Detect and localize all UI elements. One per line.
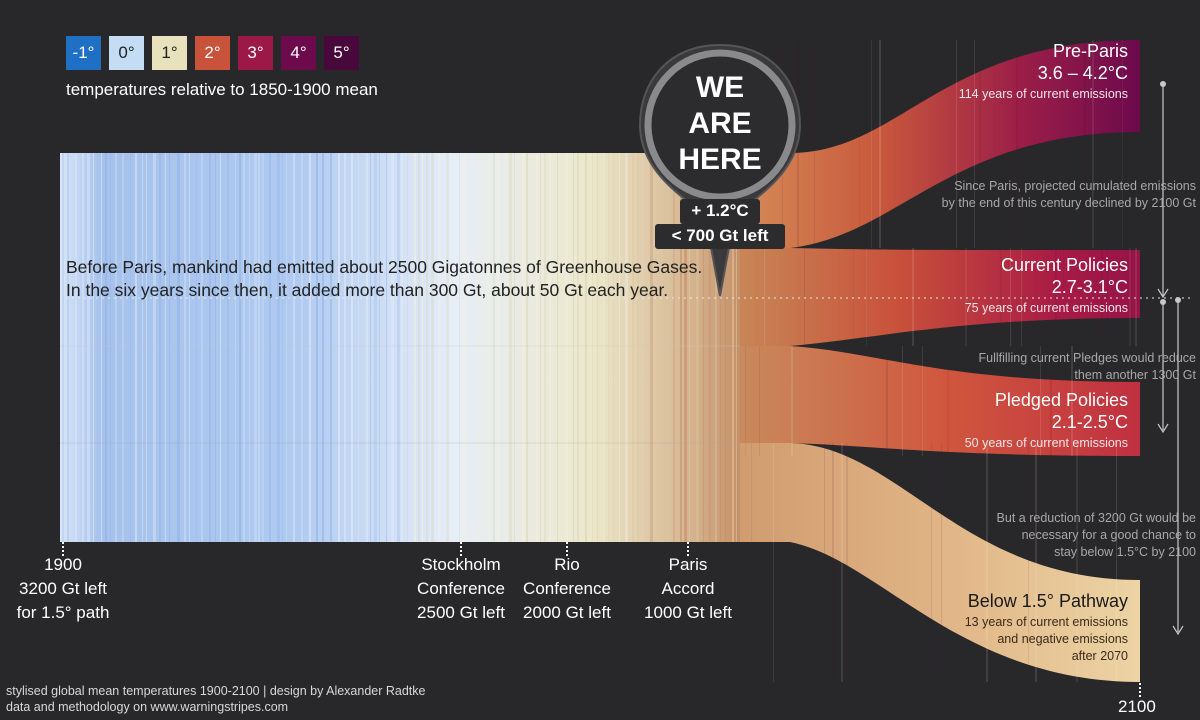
arrow-paris-dot bbox=[1160, 81, 1166, 87]
note-pledges-reduction: Fullfilling current Pledges would reduce… bbox=[978, 351, 1196, 382]
arrow-paris-head bbox=[1157, 288, 1169, 299]
scenario-pre-paris: Pre-Paris 3.6 – 4.2°C 114 years of curre… bbox=[959, 40, 1128, 103]
current-temperature: + 1.2°C bbox=[691, 201, 749, 220]
timeline-label-stockholm: Stockholm Conference 2500 Gt left bbox=[417, 555, 505, 622]
arrow-pledges-head bbox=[1157, 423, 1169, 434]
scenario-below-1-5: Below 1.5° Pathway 13 years of current e… bbox=[965, 590, 1128, 665]
scenario-name: Below 1.5° Pathway bbox=[967, 591, 1128, 611]
we-are-here-title: WE ARE HERE bbox=[640, 70, 800, 178]
intro-line: In the six years since then, it added mo… bbox=[66, 280, 669, 300]
scenario-years: after 2070 bbox=[1071, 649, 1128, 663]
scenario-years: 114 years of current emissions bbox=[958, 87, 1128, 101]
note-required-reduction: But a reduction of 3200 Gt would be neces… bbox=[996, 511, 1196, 559]
legend-swatch: 1° bbox=[152, 36, 187, 70]
branch-below-1-5 bbox=[740, 443, 1140, 682]
scenario-pledged-policies: Pledged Policies 2.1-2.5°C 50 years of c… bbox=[965, 389, 1128, 452]
note-paris-reduction: Since Paris, projected cumulated emissio… bbox=[941, 179, 1196, 210]
scenario-range: 2.7-3.1°C bbox=[1051, 277, 1128, 297]
scenario-name: Pre-Paris bbox=[1052, 41, 1128, 61]
historical-band bbox=[60, 153, 740, 542]
legend-swatch: 0° bbox=[109, 36, 144, 70]
legend-caption: temperatures relative to 1850-1900 mean bbox=[66, 80, 378, 99]
footer-credits: stylised global mean temperatures 1900-2… bbox=[6, 683, 425, 715]
intro-line: Before Paris, mankind had emitted about … bbox=[66, 257, 703, 277]
scenario-range: 3.6 – 4.2°C bbox=[1037, 63, 1128, 83]
scenario-years: 50 years of current emissions bbox=[964, 436, 1128, 450]
timeline-label-rio: Rio Conference 2000 Gt left bbox=[523, 555, 611, 622]
legend-swatch: 5° bbox=[324, 36, 359, 70]
timeline-label-2100: 2100 bbox=[1118, 697, 1156, 716]
we-are-here-pin bbox=[638, 43, 802, 297]
timeline-label-1900: 1900 3200 Gt left for 1.5° path bbox=[16, 555, 110, 622]
legend-swatch: 4° bbox=[281, 36, 316, 70]
scenario-range: 2.1-2.5°C bbox=[1051, 412, 1128, 432]
marker-line: WE bbox=[695, 71, 745, 104]
footer-line: data and methodology on www.warningstrip… bbox=[6, 700, 289, 714]
arrow-pledges-dot bbox=[1160, 299, 1166, 305]
scenario-current-policies: Current Policies 2.7-3.1°C 75 years of c… bbox=[965, 254, 1128, 317]
arrow-reduction-dot bbox=[1175, 297, 1181, 303]
scenario-years: 75 years of current emissions bbox=[964, 301, 1128, 315]
marker-line: ARE bbox=[688, 107, 752, 140]
intro-text: Before Paris, mankind had emitted about … bbox=[66, 256, 702, 302]
branch-pledged-policies bbox=[740, 346, 1140, 456]
scenario-name: Current Policies bbox=[1000, 255, 1128, 275]
scenario-years: 13 years of current emissions bbox=[964, 615, 1128, 629]
scenario-name: Pledged Policies bbox=[994, 390, 1128, 410]
footer-line: stylised global mean temperatures 1900-2… bbox=[6, 684, 426, 698]
legend-swatch: 2° bbox=[195, 36, 230, 70]
legend-swatch: -1° bbox=[66, 36, 101, 70]
branch-current-policies bbox=[740, 248, 1140, 346]
timeline-label-paris: Paris Accord 1000 Gt left bbox=[644, 555, 732, 622]
arrow-reduction-head bbox=[1172, 625, 1184, 636]
historical-stripes bbox=[62, 153, 737, 542]
legend-swatch: 3° bbox=[238, 36, 273, 70]
branch-pre-paris bbox=[740, 40, 1140, 248]
remaining-budget: < 700 Gt left bbox=[671, 226, 769, 245]
scenario-years: and negative emissions bbox=[997, 632, 1128, 646]
marker-line: HERE bbox=[678, 143, 762, 176]
